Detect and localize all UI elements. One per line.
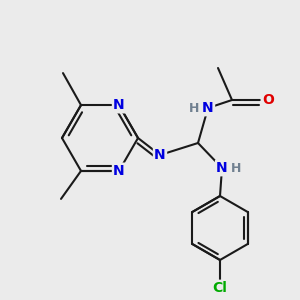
Text: H: H [231,161,241,175]
Text: N: N [113,164,125,178]
Text: H: H [189,101,199,115]
Text: Cl: Cl [213,281,227,295]
Text: O: O [262,93,274,107]
Text: N: N [202,101,214,115]
Text: N: N [216,161,228,175]
Text: N: N [113,98,125,112]
Text: N: N [154,148,166,162]
